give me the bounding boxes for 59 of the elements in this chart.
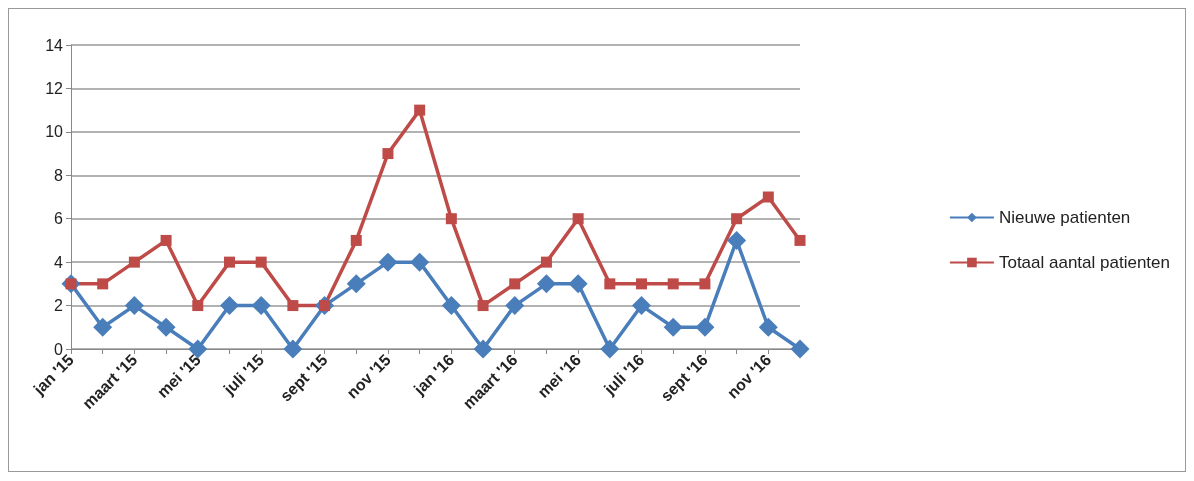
point (758, 317, 778, 337)
point (97, 278, 109, 290)
point (382, 148, 394, 160)
point (445, 213, 457, 225)
point (346, 274, 366, 294)
point (378, 252, 398, 272)
legend-label: Nieuwe patienten (998, 208, 1131, 227)
y-tick-label: 2 (54, 297, 64, 315)
x-tick-label: nov '15 (343, 350, 395, 402)
point (473, 339, 493, 359)
point (572, 213, 584, 225)
y-tick-label: 4 (54, 253, 64, 271)
point (790, 339, 810, 359)
y-tick-label: 10 (45, 123, 64, 141)
point (536, 274, 556, 294)
point (568, 274, 588, 294)
point (251, 296, 271, 316)
point (283, 339, 303, 359)
x-tick-label: juli '15 (219, 350, 268, 399)
point (762, 191, 774, 203)
point (505, 296, 525, 316)
point (604, 278, 616, 290)
point (727, 230, 747, 250)
point (632, 296, 652, 316)
point (667, 278, 679, 290)
point (287, 300, 299, 312)
x-tick-label: jan '16 (409, 350, 458, 399)
point (600, 339, 620, 359)
point (540, 256, 552, 268)
point (255, 256, 267, 268)
point (93, 317, 113, 337)
point (192, 300, 204, 312)
point (350, 234, 362, 246)
y-tick-label: 14 (45, 36, 64, 54)
point (223, 256, 235, 268)
point (636, 278, 648, 290)
y-tick-label: 6 (54, 210, 64, 228)
x-tick-label: nov '16 (723, 350, 775, 402)
x-tick-label: juli '16 (600, 350, 648, 399)
point (509, 278, 521, 290)
point (731, 213, 743, 225)
point (663, 317, 683, 337)
legend-label: Totaal aantal patienten (998, 253, 1171, 272)
point (156, 317, 176, 337)
point (477, 300, 489, 312)
x-tick-label: mei '15 (153, 350, 204, 401)
x-tick-label: mei '16 (534, 350, 585, 401)
point (160, 234, 172, 246)
point (695, 317, 715, 337)
point (410, 252, 430, 272)
y-tick-label: 12 (45, 79, 64, 97)
y-tick-label: 8 (54, 166, 64, 184)
point (441, 296, 461, 316)
point (414, 104, 426, 116)
point (219, 296, 239, 316)
point (699, 278, 711, 290)
point (794, 234, 806, 246)
point (128, 256, 140, 268)
point (124, 296, 144, 316)
